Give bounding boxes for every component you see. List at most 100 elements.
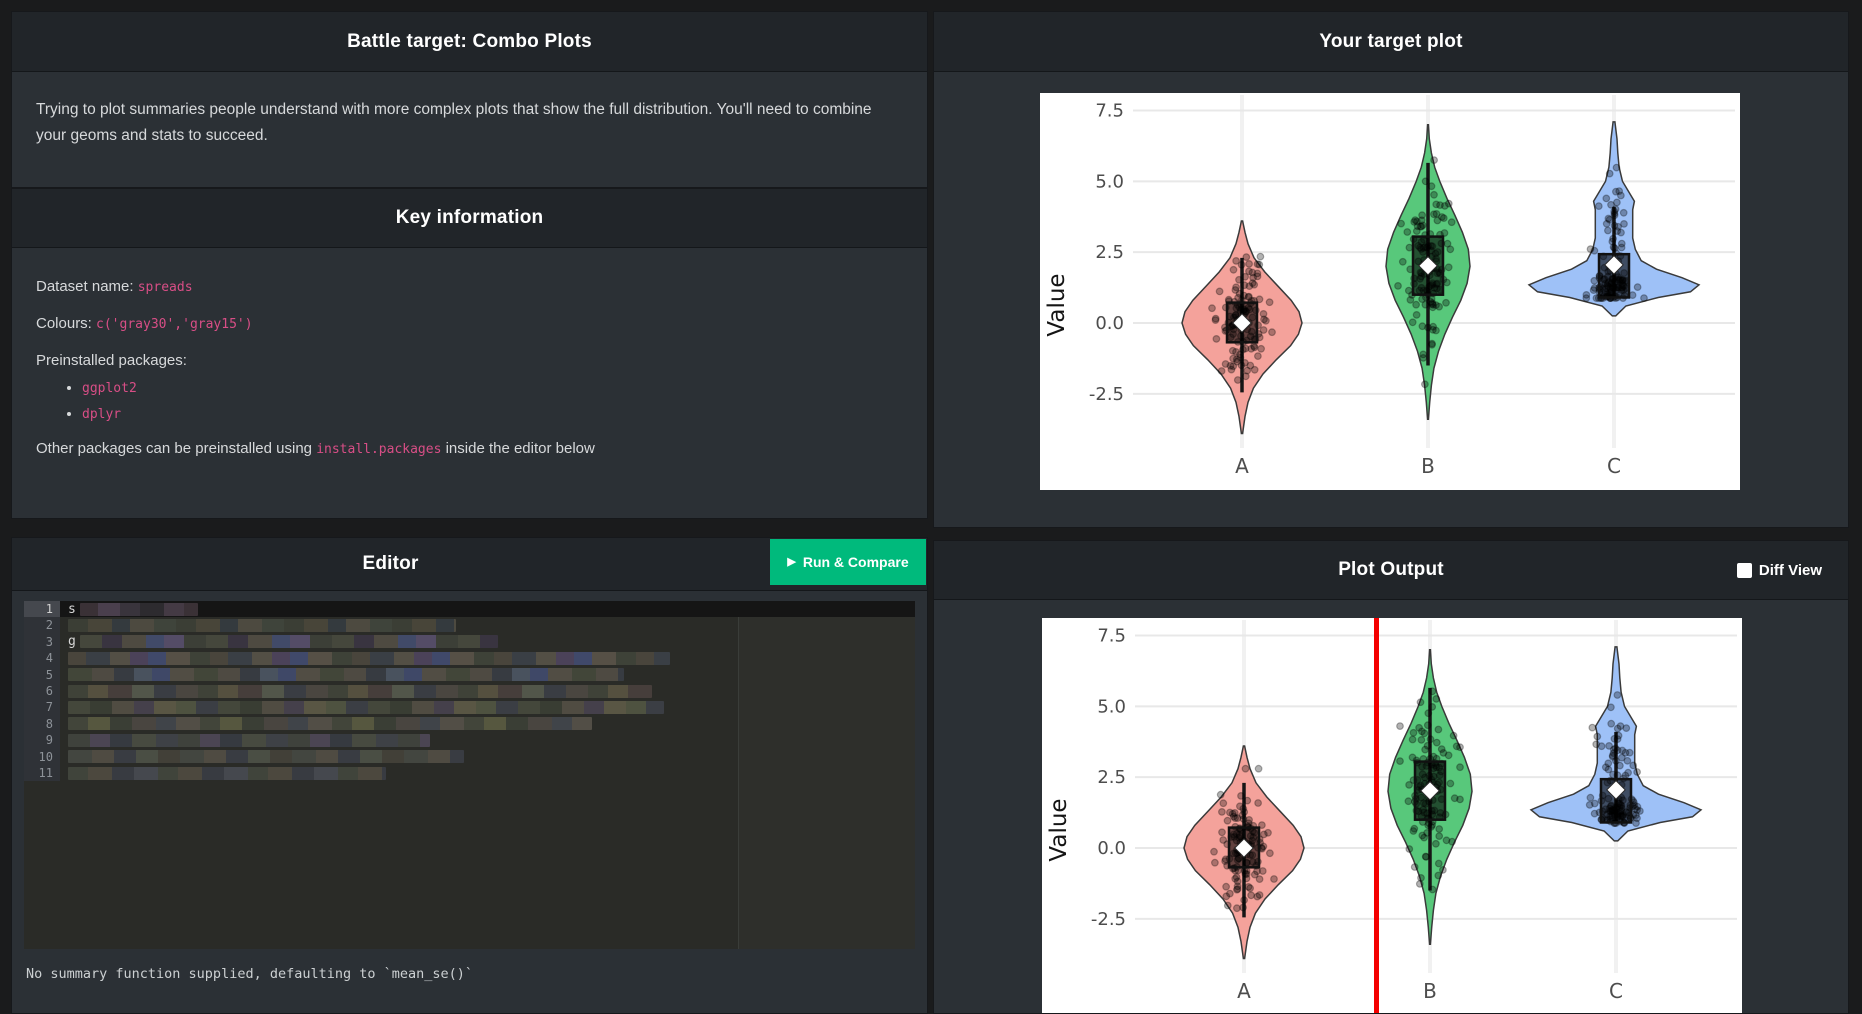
line-number: 9 — [24, 732, 60, 749]
output-plot-panel: Plot Output Diff View 7.5 5.0 2.5 0.0 -2.5 A B… — [933, 540, 1849, 1014]
code-text: g — [68, 634, 76, 650]
blurred-code — [79, 602, 198, 616]
dataset-name-code: spreads — [137, 280, 193, 295]
line-number: 10 — [24, 748, 60, 765]
diff-view-label: Diff View — [1758, 561, 1822, 579]
key-information-header: Key information — [12, 188, 927, 248]
line-content — [60, 749, 464, 765]
svg-text:Value: Value — [1044, 273, 1070, 336]
editor-code-area[interactable]: 1 s 2 3 g 4 5 6 7 8 9 10 11 — [24, 601, 915, 949]
svg-text:A: A — [1237, 979, 1251, 1003]
package-code-ggplot2: ggplot2 — [82, 381, 137, 396]
diff-view-toggle[interactable]: Diff View — [1736, 541, 1822, 599]
editor-title: Editor — [362, 553, 419, 574]
target-plot-svg: 7.5 5.0 2.5 0.0 -2.5 A B C Value — [1040, 93, 1740, 490]
note-post: inside the editor below — [441, 440, 595, 457]
svg-text:C: C — [1609, 979, 1623, 1003]
svg-text:0.0: 0.0 — [1095, 313, 1124, 334]
svg-text:-2.5: -2.5 — [1091, 909, 1126, 930]
line-number: 7 — [24, 699, 60, 716]
line-number: 4 — [24, 650, 60, 667]
svg-text:B: B — [1421, 454, 1435, 478]
play-icon: ▶ — [787, 555, 796, 568]
target-plot-title: Your target plot — [1319, 30, 1463, 52]
install-packages-code: install.packages — [316, 442, 442, 457]
battle-target-header: Battle target: Combo Plots — [12, 12, 927, 72]
battle-description-section: Trying to plot summaries people understa… — [12, 72, 927, 188]
line-content: s — [60, 601, 198, 617]
line-content — [60, 667, 624, 683]
battle-description: Trying to plot summaries people understa… — [36, 101, 872, 145]
svg-text:2.5: 2.5 — [1095, 242, 1124, 263]
blurred-code — [68, 766, 386, 780]
battle-target-panel: Battle target: Combo Plots Trying to plo… — [11, 11, 928, 519]
blurred-code — [79, 635, 498, 649]
package-item: dplyr — [82, 405, 903, 422]
output-plot-header: Plot Output Diff View — [934, 541, 1848, 600]
note-row: Other packages can be preinstalled using… — [36, 440, 903, 457]
run-compare-button[interactable]: ▶ Run & Compare — [770, 539, 926, 585]
editor-panel: Editor ▶ Run & Compare 1 s 2 3 g 4 5 6 7 8 9 10 11 N… — [11, 537, 928, 1014]
line-content — [60, 650, 670, 666]
line-content — [60, 716, 592, 732]
blurred-code — [68, 668, 624, 682]
colours-row: Colours: c('gray30','gray15') — [36, 315, 903, 332]
line-content — [60, 699, 664, 715]
editor-line: 2 — [24, 617, 915, 634]
svg-text:2.5: 2.5 — [1097, 767, 1126, 788]
editor-line: 5 — [24, 666, 915, 683]
key-information-title: Key information — [395, 207, 544, 228]
editor-line: 10 — [24, 748, 915, 765]
output-plot-title: Plot Output — [1338, 559, 1444, 580]
line-content — [60, 732, 430, 748]
colours-label: Colours: — [36, 315, 92, 332]
editor-line: 4 — [24, 650, 915, 667]
editor-line: 6 — [24, 682, 915, 700]
blurred-code — [68, 651, 670, 665]
svg-text:5.0: 5.0 — [1095, 171, 1124, 192]
svg-text:7.5: 7.5 — [1095, 101, 1124, 122]
package-item: ggplot2 — [82, 379, 903, 396]
battle-target-title: Battle target: Combo Plots — [347, 30, 592, 52]
output-plot-svg: 7.5 5.0 2.5 0.0 -2.5 A B C Value — [1042, 618, 1742, 1013]
line-number: 11 — [24, 764, 60, 782]
line-number: 8 — [24, 715, 60, 733]
editor-body: 1 s 2 3 g 4 5 6 7 8 9 10 11 No summary function supp… — [12, 591, 927, 982]
line-number: 2 — [24, 617, 60, 634]
editor-line: 11 — [24, 764, 915, 782]
blurred-code — [68, 750, 464, 764]
line-content — [60, 765, 386, 781]
svg-text:B: B — [1423, 979, 1437, 1003]
line-number: 1 — [24, 601, 60, 618]
svg-text:7.5: 7.5 — [1097, 626, 1126, 647]
target-plot-panel: Your target plot 7.5 5.0 2.5 0.0 -2.5 A B C Valu… — [933, 11, 1849, 528]
line-number: 5 — [24, 666, 60, 683]
target-plot-body: 7.5 5.0 2.5 0.0 -2.5 A B C Value — [934, 72, 1848, 587]
blurred-code — [68, 701, 664, 715]
line-content — [60, 683, 652, 699]
svg-text:Value: Value — [1046, 798, 1072, 861]
package-list: ggplot2 dplyr — [82, 379, 903, 422]
svg-text:0.0: 0.0 — [1097, 838, 1126, 859]
line-content: g — [60, 634, 498, 650]
editor-header: Editor ▶ Run & Compare — [12, 538, 927, 591]
target-plot-header: Your target plot — [934, 12, 1848, 72]
key-information-section: Dataset name: spreads Colours: c('gray30… — [12, 248, 927, 457]
svg-text:C: C — [1607, 454, 1621, 478]
packages-label: Preinstalled packages: — [36, 352, 187, 369]
console-message: No summary function supplied, defaulting… — [26, 966, 474, 982]
target-plot-image: 7.5 5.0 2.5 0.0 -2.5 A B C Value — [1040, 93, 1740, 490]
package-code-dplyr: dplyr — [82, 407, 122, 422]
run-compare-label: Run & Compare — [802, 554, 909, 570]
diff-view-checkbox[interactable] — [1736, 562, 1752, 578]
editor-code-lines: 1 s 2 3 g 4 5 6 7 8 9 10 11 — [24, 601, 915, 782]
blurred-code — [68, 619, 456, 633]
output-plot-image: 7.5 5.0 2.5 0.0 -2.5 A B C Value — [1042, 618, 1742, 1013]
blurred-code — [68, 733, 430, 747]
svg-text:5.0: 5.0 — [1097, 696, 1126, 717]
colours-code: c('gray30','gray15') — [96, 317, 253, 332]
line-content — [60, 617, 456, 633]
